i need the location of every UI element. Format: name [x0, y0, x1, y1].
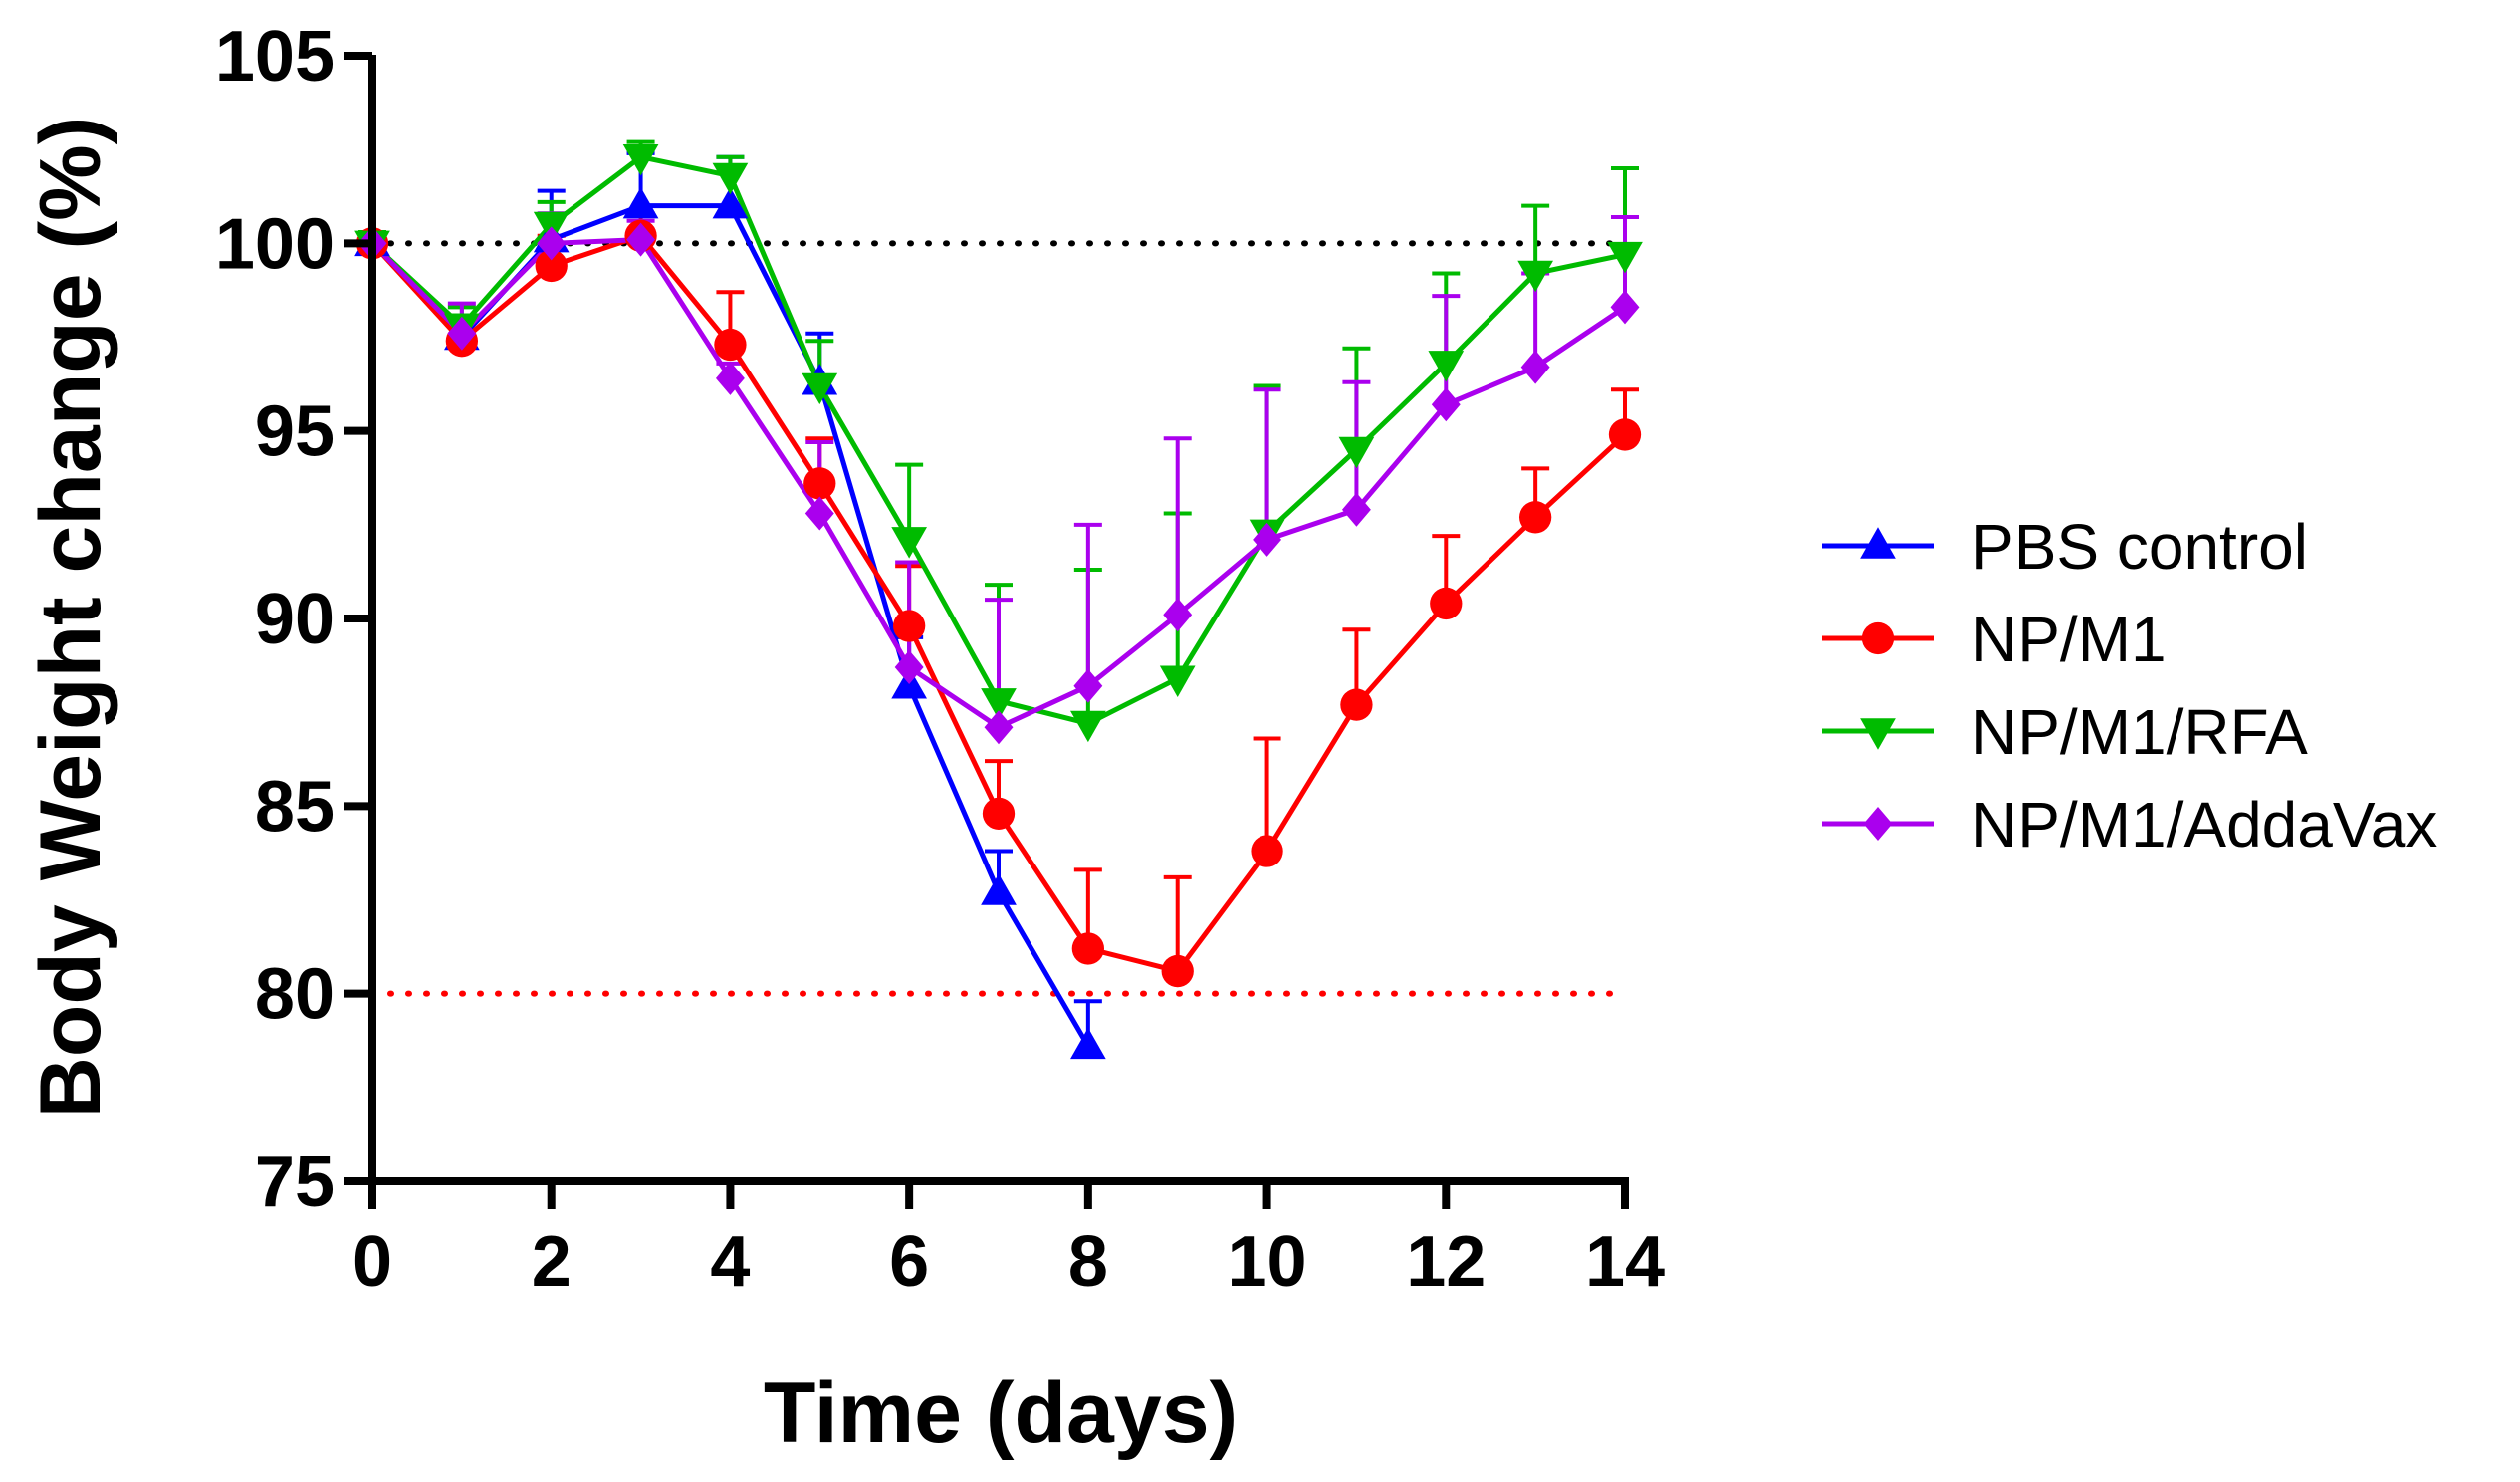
data-point-3-12 — [1431, 387, 1461, 422]
data-point-3-3 — [626, 222, 656, 257]
data-point-1-11 — [1340, 688, 1373, 721]
legend: PBS control NP/M1 NP/M1/RFA NP/M1/AddaVax — [1822, 511, 2437, 861]
data-point-1-9 — [1161, 954, 1194, 988]
legend-marker — [1861, 621, 1895, 655]
data-point-2-4 — [712, 162, 749, 195]
x-axis-title: Time (days) — [764, 1365, 1238, 1461]
data-markers — [354, 143, 1643, 1060]
data-point-0-8 — [1070, 1027, 1106, 1060]
legend-label: NP/M1/AddaVax — [1971, 789, 2437, 861]
data-point-3-1 — [447, 316, 477, 351]
data-point-3-11 — [1341, 492, 1371, 527]
y-tick-label: 95 — [255, 392, 335, 472]
axis-ticks: 75 80 85 90 95 100 105 0 2 4 6 8 10 12 14 — [215, 17, 1665, 1302]
data-point-3-9 — [1163, 598, 1193, 632]
data-point-1-2 — [535, 249, 568, 283]
data-point-1-5 — [803, 467, 836, 500]
legend-item: NP/M1 — [1822, 604, 2167, 675]
legend-marker — [1860, 718, 1896, 750]
legend-item: NP/M1/RFA — [1822, 696, 2308, 768]
data-point-1-4 — [714, 328, 747, 362]
y-axis-title: Body Weight change (%) — [23, 117, 118, 1119]
x-tick-label: 10 — [1228, 1222, 1307, 1302]
y-tick-label: 85 — [255, 767, 335, 847]
data-point-2-8 — [1070, 710, 1106, 743]
data-point-1-6 — [892, 610, 926, 642]
data-point-3-2 — [537, 226, 567, 261]
legend-label: NP/M1/RFA — [1971, 696, 2308, 768]
data-point-1-8 — [1071, 932, 1105, 965]
x-tick-label: 14 — [1585, 1222, 1665, 1302]
data-point-2-9 — [1159, 665, 1196, 697]
data-point-1-13 — [1518, 501, 1552, 534]
y-tick-label: 90 — [255, 580, 335, 659]
data-point-3-8 — [1073, 668, 1103, 703]
data-point-2-7 — [981, 688, 1017, 720]
data-point-0-3 — [622, 186, 659, 219]
data-point-3-6 — [894, 649, 924, 684]
x-tick-label: 12 — [1406, 1222, 1486, 1302]
data-point-2-13 — [1517, 260, 1553, 293]
y-tick-label: 75 — [255, 1142, 335, 1222]
y-tick-label: 105 — [215, 17, 335, 97]
data-point-2-6 — [891, 527, 927, 559]
legend-label: NP/M1 — [1971, 604, 2167, 675]
data-point-3-5 — [804, 496, 834, 531]
x-tick-label: 0 — [352, 1222, 392, 1302]
data-point-2-3 — [622, 143, 659, 176]
x-tick-label: 8 — [1068, 1222, 1108, 1302]
legend-marker — [1863, 807, 1893, 841]
y-tick-label: 80 — [255, 955, 335, 1035]
x-tick-label: 6 — [889, 1222, 929, 1302]
legend-item: NP/M1/AddaVax — [1822, 789, 2437, 861]
data-point-3-14 — [1610, 290, 1640, 325]
legend-label: PBS control — [1971, 511, 2308, 583]
data-point-0-4 — [712, 186, 749, 219]
data-point-3-10 — [1253, 522, 1282, 557]
reference-lines — [369, 240, 1628, 997]
data-point-0-7 — [981, 873, 1017, 905]
data-point-2-12 — [1428, 351, 1465, 382]
legend-marker — [1860, 527, 1896, 559]
x-tick-label: 2 — [532, 1222, 572, 1302]
data-point-3-13 — [1520, 350, 1550, 384]
data-point-3-4 — [715, 361, 745, 395]
legend-item: PBS control — [1822, 511, 2308, 583]
data-point-3-7 — [984, 710, 1014, 745]
data-point-1-14 — [1608, 418, 1642, 451]
x-tick-label: 4 — [710, 1222, 750, 1302]
data-point-2-14 — [1607, 241, 1643, 274]
data-point-1-7 — [982, 797, 1016, 831]
data-point-1-12 — [1430, 587, 1463, 620]
data-point-1-10 — [1251, 835, 1283, 867]
data-point-2-11 — [1338, 436, 1375, 469]
y-tick-label: 100 — [215, 204, 335, 284]
data-point-2-5 — [802, 372, 838, 405]
